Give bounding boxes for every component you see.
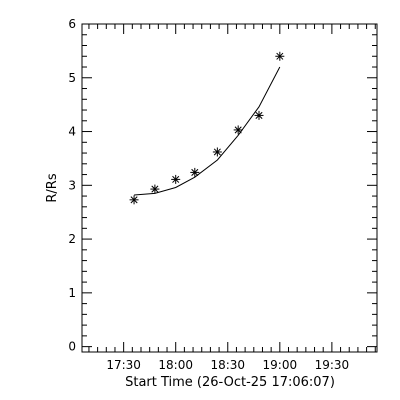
- y-tick-label: 4: [68, 125, 76, 139]
- asterisk-stroke: [255, 111, 263, 119]
- data-point: [190, 167, 200, 177]
- x-axis-label: Start Time (26-Oct-25 17:06:07): [125, 375, 335, 390]
- y-tick-label: 2: [68, 232, 76, 246]
- data-point: [212, 147, 222, 157]
- fit-curve: [134, 66, 281, 196]
- data-point: [275, 51, 285, 61]
- asterisk-stroke: [276, 52, 284, 60]
- asterisk-stroke: [191, 168, 199, 176]
- asterisk-stroke: [213, 148, 221, 156]
- data-point: [254, 110, 264, 120]
- axis-ticks: [82, 23, 377, 352]
- y-axis-label: R/Rs: [45, 173, 60, 202]
- x-tick-label: 17:30: [106, 358, 141, 372]
- x-tick-label: 18:00: [158, 358, 193, 372]
- asterisk-stroke: [130, 196, 138, 204]
- y-tick-label: 0: [68, 340, 76, 354]
- x-tick-label: 18:30: [210, 358, 245, 372]
- data-point: [233, 125, 243, 135]
- y-tick-label: 6: [68, 17, 76, 31]
- data-point: [171, 174, 181, 184]
- y-tick-label: 1: [68, 286, 76, 300]
- data-points: [129, 51, 285, 205]
- x-axis-tick-labels: 17:30 18:00 18:30 19:00 19:30: [106, 358, 349, 372]
- asterisk-stroke: [151, 185, 159, 193]
- x-tick-label: 19:30: [315, 358, 350, 372]
- plot-frame: [81, 23, 378, 353]
- asterisk-stroke: [234, 126, 242, 134]
- y-tick-label: 3: [68, 178, 76, 192]
- x-tick-label: 19:00: [263, 358, 298, 372]
- data-point: [150, 184, 160, 194]
- data-point: [129, 195, 139, 205]
- y-axis-tick-labels: 0 1 2 3 4 5 6: [68, 17, 76, 354]
- y-tick-label: 5: [68, 71, 76, 85]
- asterisk-stroke: [172, 175, 180, 183]
